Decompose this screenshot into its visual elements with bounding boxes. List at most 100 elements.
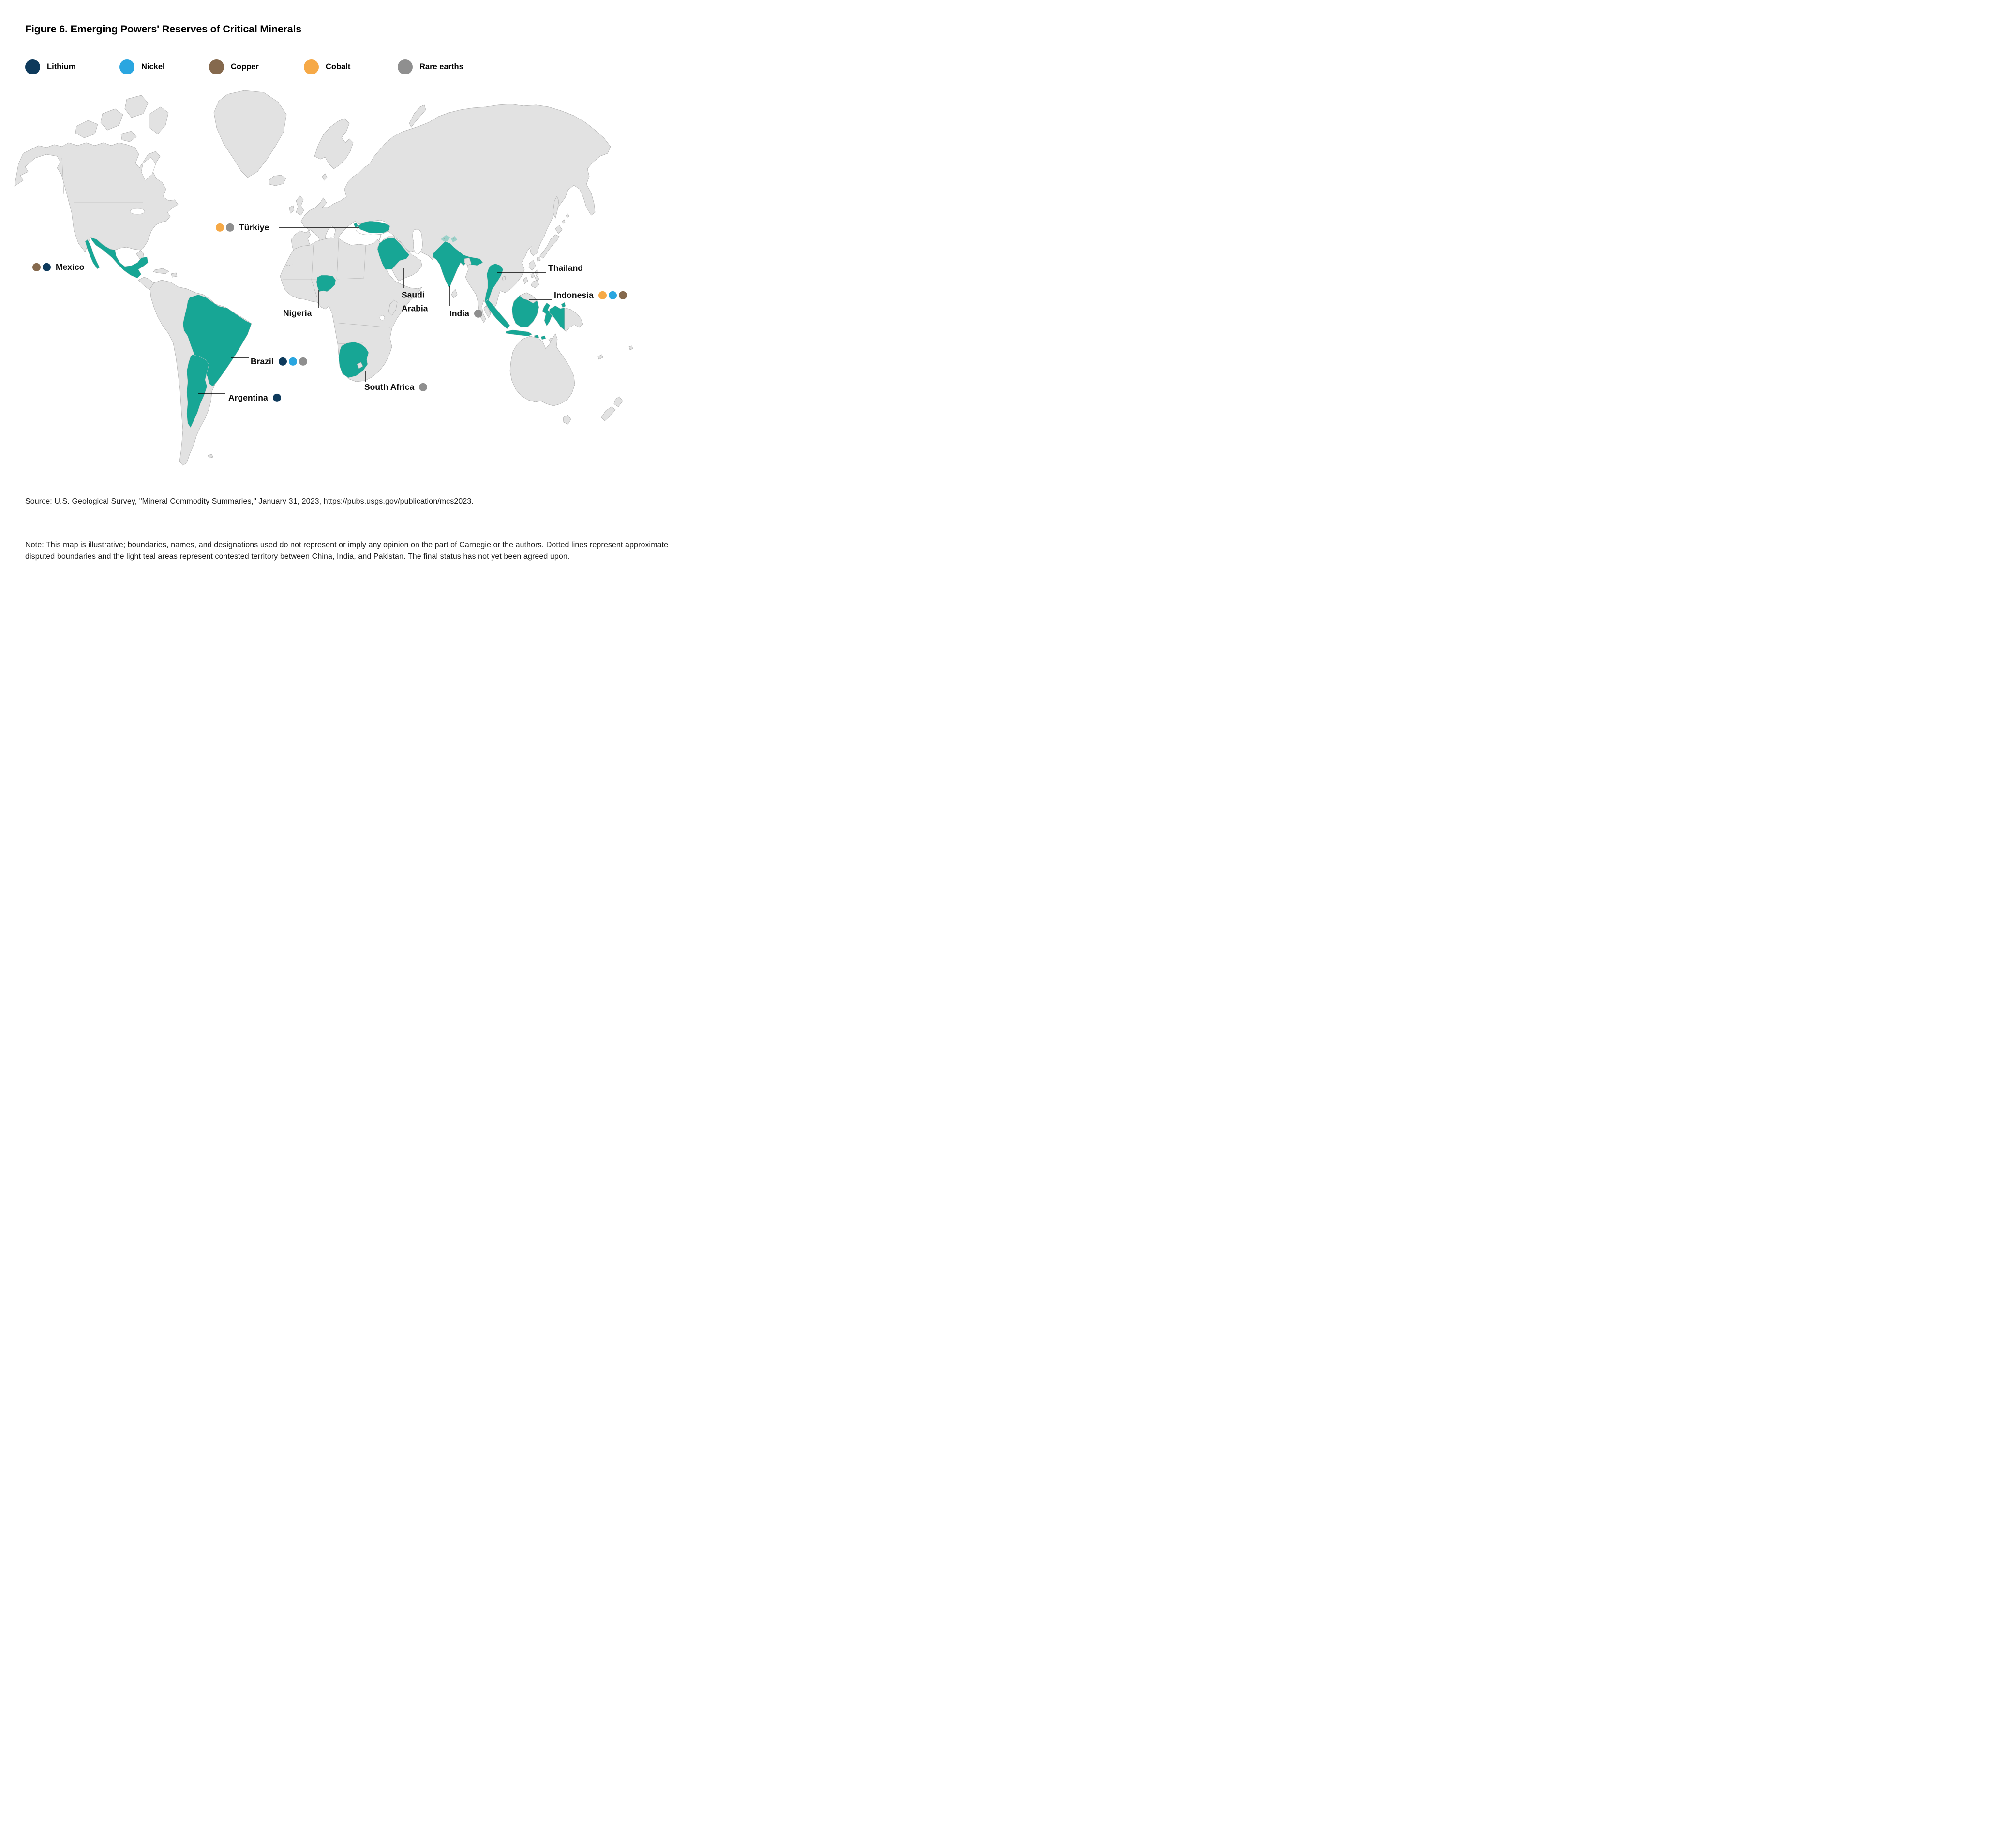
figure-title: Figure 6. Emerging Powers' Reserves of C… bbox=[25, 23, 302, 35]
scandinavia bbox=[314, 118, 354, 169]
hispaniola bbox=[171, 272, 178, 278]
map-label-india: India bbox=[449, 307, 482, 320]
philippines-mindanao bbox=[531, 280, 539, 288]
arctic-islands bbox=[100, 108, 123, 131]
ireland bbox=[289, 205, 295, 214]
copper-dot-icon bbox=[618, 291, 627, 299]
country-greenland bbox=[213, 90, 287, 178]
continent-north-america bbox=[14, 142, 179, 267]
disputed-western-sahara bbox=[286, 264, 294, 266]
country-label-text: India bbox=[449, 308, 469, 318]
mineral-dots bbox=[216, 223, 234, 232]
legend-label: Cobalt bbox=[326, 62, 351, 71]
map-label-south_africa: South Africa bbox=[364, 380, 428, 394]
lake-victoria bbox=[379, 315, 385, 321]
contested-kashmir-west bbox=[441, 235, 450, 242]
japan-hokkaido bbox=[555, 225, 563, 234]
lithium-dot-icon bbox=[43, 263, 51, 271]
united-kingdom bbox=[296, 195, 304, 216]
country-turkiye bbox=[358, 221, 390, 234]
philippines-visayas bbox=[530, 273, 539, 281]
country-argentina bbox=[186, 354, 209, 428]
country-australia bbox=[509, 333, 575, 406]
mineral-dots bbox=[272, 393, 281, 402]
africa-internal-borders bbox=[283, 239, 390, 344]
country-indonesia-java bbox=[505, 329, 533, 337]
country-saudi-arabia bbox=[377, 237, 410, 270]
map-label-brazil: Brazil bbox=[251, 355, 307, 368]
country-indonesia-sumatra bbox=[485, 299, 510, 329]
world-map bbox=[14, 90, 633, 466]
country-iceland bbox=[269, 175, 286, 186]
map-label-indonesia: Indonesia bbox=[554, 288, 627, 302]
country-malaysia-borneo bbox=[519, 292, 538, 304]
country-malaysia-peninsula bbox=[483, 306, 491, 318]
hudson-bay bbox=[141, 157, 156, 181]
continent-africa bbox=[280, 237, 422, 382]
country-label-text: Türkiye bbox=[239, 222, 269, 232]
lithium-legend-dot bbox=[25, 59, 40, 74]
philippines-luzon bbox=[528, 260, 536, 271]
map-label-mexico: Mexico bbox=[32, 260, 84, 274]
legend-label: Copper bbox=[231, 62, 259, 71]
source-text: Source: U.S. Geological Survey, "Mineral… bbox=[25, 497, 474, 505]
world-map-container: Türkiye Mexico Brazil Argentina Nigeria Saudi… bbox=[0, 86, 672, 468]
nickel-legend-dot bbox=[119, 59, 134, 74]
new-zealand-south bbox=[601, 406, 616, 421]
country-indonesia-west-papua bbox=[549, 305, 565, 331]
madagascar bbox=[388, 299, 398, 316]
border-alaska bbox=[61, 158, 64, 195]
country-label-text: South Africa bbox=[364, 382, 415, 392]
country-nigeria bbox=[316, 275, 336, 292]
legend: Lithium Nickel Copper Cobalt Rare earths bbox=[0, 57, 672, 76]
rare_earths-legend-dot bbox=[398, 59, 413, 74]
cobalt-dot-icon bbox=[598, 291, 607, 299]
country-thailand bbox=[484, 263, 504, 306]
copper-dot-icon bbox=[32, 263, 41, 271]
tasmania bbox=[563, 415, 571, 425]
arctic-islands bbox=[75, 120, 98, 138]
legend-label: Lithium bbox=[47, 62, 76, 71]
falkland-islands bbox=[208, 454, 213, 459]
legend-item-nickel: Nickel bbox=[119, 57, 165, 76]
philippines-palawan bbox=[523, 277, 528, 284]
country-label-text: Nigeria bbox=[283, 308, 312, 318]
country-label-text: Indonesia bbox=[554, 290, 594, 300]
legend-item-rare_earths: Rare earths bbox=[398, 57, 463, 76]
great-lakes bbox=[130, 208, 145, 215]
legend-item-copper: Copper bbox=[209, 57, 259, 76]
nickel-dot-icon bbox=[288, 357, 297, 366]
novaya-zemlya bbox=[409, 104, 426, 128]
mineral-dots bbox=[278, 357, 307, 366]
taiwan bbox=[535, 269, 539, 276]
country-lesotho bbox=[357, 362, 363, 369]
country-mexico-baja bbox=[85, 239, 100, 269]
country-label-text: Saudi Arabia bbox=[402, 290, 428, 313]
legend-label: Nickel bbox=[141, 62, 165, 71]
rare_earths-dot-icon bbox=[474, 309, 482, 318]
country-label-text: Brazil bbox=[251, 356, 274, 366]
new-caledonia bbox=[597, 354, 603, 360]
mineral-dots bbox=[419, 383, 428, 391]
kuril-islands bbox=[562, 213, 569, 224]
arctic-islands bbox=[120, 131, 137, 142]
copper-legend-dot bbox=[209, 59, 224, 74]
cobalt-legend-dot bbox=[304, 59, 319, 74]
country-turkiye-thrace bbox=[353, 222, 358, 228]
mineral-dots bbox=[474, 309, 482, 318]
country-label-text: Argentina bbox=[228, 392, 268, 402]
country-label-text: Mexico bbox=[56, 262, 85, 272]
map-label-saudi_arabia: Saudi Arabia bbox=[402, 288, 428, 316]
map-label-argentina: Argentina bbox=[228, 391, 281, 404]
country-bangladesh bbox=[464, 257, 472, 266]
legend-item-cobalt: Cobalt bbox=[304, 57, 350, 76]
arctic-islands bbox=[149, 106, 169, 134]
hainan bbox=[502, 276, 506, 281]
leader-lines bbox=[79, 227, 552, 394]
japan-honshu bbox=[539, 234, 560, 259]
map-label-nigeria: Nigeria bbox=[283, 306, 312, 320]
legend-label: Rare earths bbox=[419, 62, 463, 71]
nickel-dot-icon bbox=[608, 291, 617, 299]
sakhalin bbox=[553, 196, 559, 219]
mineral-dots bbox=[32, 263, 51, 271]
